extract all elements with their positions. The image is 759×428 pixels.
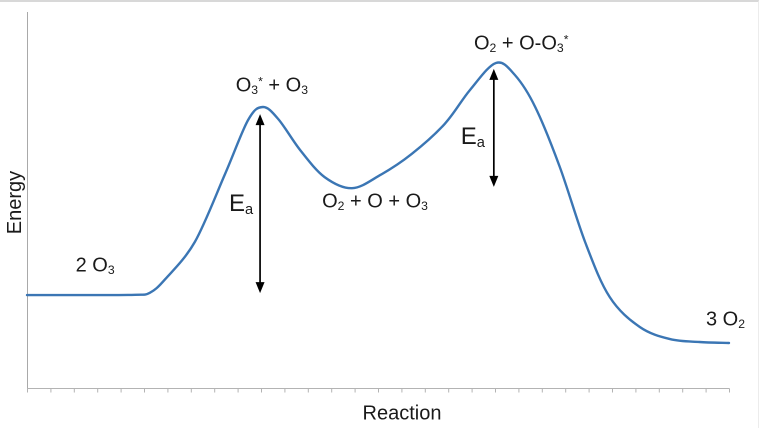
activation-arrow-2-head-down-icon: [489, 175, 499, 187]
x-axis-title: Reaction: [362, 402, 442, 425]
y-axis-title: Energy: [4, 122, 28, 282]
y-axis-title-text: Energy: [4, 170, 27, 234]
activation-arrow-2-head-up-icon: [489, 68, 499, 80]
activation-arrow-1-head-down-icon: [255, 282, 265, 294]
energy-curve: [25, 61, 731, 345]
activation-arrow-1-head-up-icon: [255, 114, 265, 126]
